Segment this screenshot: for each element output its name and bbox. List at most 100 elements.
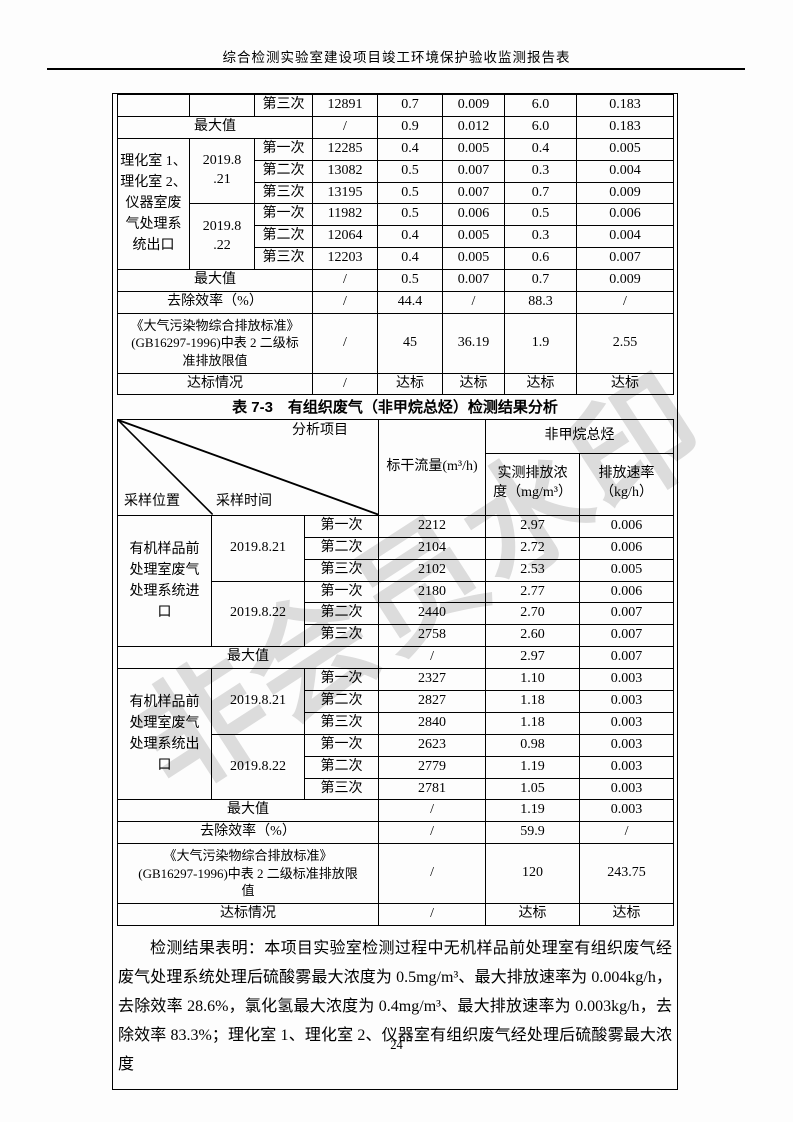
table-cell: 59.9 bbox=[485, 821, 581, 845]
table-cell: 达标 bbox=[442, 372, 505, 396]
header-emission-rate: 排放速率 （kg/h） bbox=[579, 452, 675, 516]
table-cell: 2180 bbox=[378, 580, 487, 604]
table-cell: 0.005 bbox=[579, 558, 675, 582]
table-cell: 0.003 bbox=[579, 733, 675, 757]
table-row: 《大气污染物综合排放标准》 (GB16297-1996)中表 2 二级标 准排放… bbox=[117, 312, 674, 374]
table-cell: 2104 bbox=[378, 536, 487, 560]
table-row: 第三次 2102 2.53 0.005 bbox=[118, 558, 675, 582]
table-cell: 0.007 bbox=[579, 646, 675, 670]
table-row: 《大气污染物综合排放标准》 (GB16297-1996)中表 2 二级标准排放限… bbox=[116, 843, 675, 904]
table-cell: 2758 bbox=[378, 624, 487, 648]
table-cell: 13195 bbox=[312, 181, 378, 205]
table-cell: 243.75 bbox=[579, 843, 675, 904]
table-cell: 0.006 bbox=[576, 203, 674, 227]
table-cell: 0.003 bbox=[579, 755, 675, 779]
table-row: 达标情况 / 达标 达标 bbox=[116, 902, 675, 926]
table-cell: 0.006 bbox=[579, 580, 675, 604]
table-cell: 0.7 bbox=[504, 269, 577, 293]
table-cell: 1.19 bbox=[485, 755, 581, 779]
max-value-label: 最大值 bbox=[116, 799, 380, 823]
table-cell: 0.003 bbox=[579, 711, 675, 735]
table-cell: 2440 bbox=[378, 602, 487, 626]
table-cell: / bbox=[378, 902, 487, 926]
table-header-row: 实测排放浓 度（mg/m³） 排放速率 （kg/h） bbox=[118, 452, 675, 516]
table-row: 去除效率（%）/59.9/ bbox=[116, 821, 675, 845]
table-cell: / bbox=[312, 115, 378, 139]
table-cell: 第二次 bbox=[254, 159, 313, 183]
table-cell: 达标 bbox=[579, 902, 675, 926]
table-cell: 88.3 bbox=[504, 291, 577, 314]
table-row: 最大值/0.5 0.007 0.7 0.009 bbox=[117, 269, 674, 293]
table-cell: 第二次 bbox=[303, 755, 380, 779]
compliance-label: 达标情况 bbox=[117, 372, 313, 396]
table-cell: 2.55 bbox=[576, 312, 674, 374]
sampling-location-cell: 有机样品前 处理室废气 处理系统出 口 bbox=[117, 668, 212, 801]
table-cell: 0.003 bbox=[579, 668, 675, 692]
table-cell: / bbox=[576, 291, 674, 314]
table-row: 第二次 2104 2.72 0.006 bbox=[118, 536, 675, 560]
table-cell: 第二次 bbox=[303, 536, 380, 560]
content-frame: 第三次 12891 0.7 0.009 6.0 0.183 最大值/0.9 0.012 6.0 0… bbox=[112, 93, 678, 1090]
table-cell: 0.4 bbox=[377, 247, 443, 271]
max-value-label: 最大值 bbox=[117, 115, 313, 139]
table-cell: 0.183 bbox=[576, 94, 674, 117]
table-cell: 0.009 bbox=[442, 94, 505, 117]
table-cell: / bbox=[378, 843, 487, 904]
sampling-date-cell: 2019.8 .22 bbox=[189, 203, 255, 271]
sampling-location-cell: 有机样品前 处理室废气 处理系统进 口 bbox=[117, 514, 212, 648]
table-cell: 第三次 bbox=[303, 711, 380, 735]
standard-limit-label: 《大气污染物综合排放标准》 (GB16297-1996)中表 2 二级标 准排放… bbox=[117, 312, 313, 374]
table-cell: 0.4 bbox=[377, 225, 443, 249]
table-row: 有机样品前 处理室废气 处理系统进 口 2019.8.21 第一次 2212 2.97 0… bbox=[117, 514, 675, 648]
table-cell: 2781 bbox=[378, 777, 487, 801]
table-cell: 2840 bbox=[378, 711, 487, 735]
table2-title: 表 7-3 有组织废气（非甲烷总烃）检测结果分析 bbox=[232, 399, 558, 417]
table-cell: 第三次 bbox=[303, 558, 380, 582]
table-cell: 0.7 bbox=[504, 181, 577, 205]
table-cell: 0.005 bbox=[442, 247, 505, 271]
header-standard-flow: 标干流量(m³/h) bbox=[378, 419, 487, 516]
table-nmhc-exhaust-results: 分析项目 采样时间 采样位置 标干流量(m³/h) 非甲烷总烃 实测排放浓 度（… bbox=[116, 419, 675, 926]
table-cell: 2.77 bbox=[485, 580, 581, 604]
table-cell: 0.009 bbox=[576, 269, 674, 293]
table-header-row: 分析项目 采样时间 采样位置 标干流量(m³/h) 非甲烷总烃 bbox=[116, 419, 675, 516]
table-cell: 0.003 bbox=[579, 690, 675, 713]
header-measured-concentration: 实测排放浓 度（mg/m³） bbox=[485, 452, 581, 516]
table-cell: 2.70 bbox=[485, 602, 581, 626]
table-row: 第三次 12203 0.4 0.005 0.6 0.007 bbox=[118, 247, 674, 271]
table-cell: 第二次 bbox=[303, 602, 380, 626]
page-number: 24 bbox=[390, 1038, 403, 1052]
table-cell: / bbox=[312, 291, 378, 314]
sampling-date-cell: 2019.8 .21 bbox=[189, 137, 255, 205]
table-row: 2019.8 .22 第一次 11982 0.5 0.006 0.5 0.006 bbox=[118, 203, 674, 271]
summary-paragraph: 检测结果表明：本项目实验室检测过程中无机样品前处理室有组织废气经废气处理系统处理… bbox=[118, 939, 672, 1073]
table-row: 第三次 2781 1.05 0.003 bbox=[118, 777, 675, 801]
table-cell: 第一次 bbox=[254, 203, 313, 227]
table-cell: 0.004 bbox=[576, 159, 674, 183]
table-cell: 1.9 bbox=[504, 312, 577, 374]
table-cell: 0.183 bbox=[576, 115, 674, 139]
table-cell: 0.004 bbox=[576, 225, 674, 249]
table-cell: 2.97 bbox=[485, 646, 581, 670]
table-row: 第二次 2440 2.70 0.007 bbox=[118, 602, 675, 626]
table-cell: 0.005 bbox=[442, 225, 505, 249]
sampling-location-cell: 理化室 1、 理化室 2、 仪器室废 气处理系 统出口 bbox=[117, 137, 190, 271]
table-cell: / bbox=[312, 312, 378, 374]
table-cell: 0.3 bbox=[504, 159, 577, 183]
sampling-date-cell: 2019.8.22 bbox=[211, 733, 305, 801]
table-cell: 0.009 bbox=[576, 181, 674, 205]
table-cell: 0.007 bbox=[576, 247, 674, 271]
header-divider bbox=[47, 68, 745, 70]
table-cell: 2.60 bbox=[485, 624, 581, 648]
table-cell: 第一次 bbox=[254, 137, 313, 161]
table-cell: / bbox=[312, 372, 378, 396]
table-row: 理化室 1、 理化室 2、 仪器室废 气处理系 统出口 2019.8 .21 第一次… bbox=[117, 137, 674, 271]
table-cell: 0.006 bbox=[442, 203, 505, 227]
table-cell: 0.007 bbox=[442, 269, 505, 293]
table-cell bbox=[117, 94, 190, 117]
table-row: 达标情况 / 达标 达标 达标 达标 bbox=[117, 372, 674, 396]
table-cell: 11982 bbox=[312, 203, 378, 227]
table-row: 第三次 13195 0.5 0.007 0.7 0.009 bbox=[118, 181, 674, 205]
diagonal-header-cell: 分析项目 采样时间 采样位置 bbox=[116, 419, 380, 516]
